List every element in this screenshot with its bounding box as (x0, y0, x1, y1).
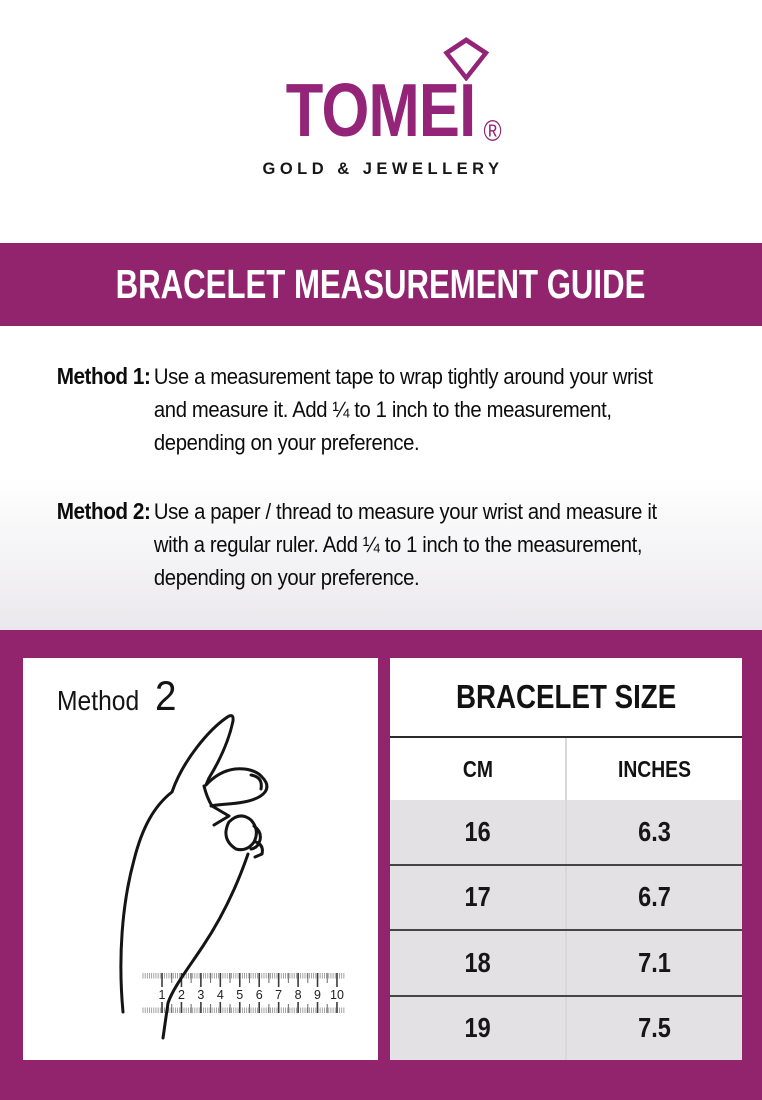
hand-and-ruler-illustration: 1 2 3 4 5 6 7 8 9 10 (119, 714, 345, 1040)
table-row: 16 6.3 (390, 800, 742, 864)
svg-text:5: 5 (236, 988, 243, 1002)
logo-lockup: TOMEI ® (286, 37, 502, 148)
svg-text:7: 7 (275, 988, 282, 1002)
svg-text:8: 8 (295, 988, 302, 1002)
method-1-instruction: Method 1: Use a measurement tape to wrap… (57, 360, 762, 459)
header: TOMEI ® GOLD & JEWELLERY (0, 0, 762, 243)
svg-text:4: 4 (217, 988, 224, 1002)
cell-cm: 16 (464, 815, 491, 847)
table-row: 19 7.5 (390, 994, 742, 1060)
brand-name: TOMEI (286, 68, 476, 152)
method-2-text: Use a paper / thread to measure your wri… (154, 495, 657, 594)
svg-text:10: 10 (330, 988, 344, 1002)
hand-illustration (119, 714, 269, 1040)
size-table-title-row: BRACELET SIZE (390, 658, 742, 738)
method-1-line-1: Use a measurement tape to wrap tightly a… (153, 364, 653, 389)
method-1-text: Use a measurement tape to wrap tightly a… (154, 360, 653, 459)
method-2-line-3: depending on your preference. (153, 565, 420, 590)
method-2-diagram-card: 1 2 3 4 5 6 7 8 9 10 Method 2 (23, 658, 378, 1060)
method-1-line-2: and measure it. Add ¼ to 1 inch to the m… (153, 397, 612, 422)
cell-cm: 17 (464, 881, 491, 913)
diagram-label: Method 2 (57, 672, 179, 720)
size-table-title: BRACELET SIZE (455, 678, 677, 715)
title-banner: BRACELET MEASUREMENT GUIDE (0, 243, 762, 326)
svg-text:1: 1 (159, 988, 166, 1002)
instructions-section: Method 1: Use a measurement tape to wrap… (0, 326, 762, 630)
svg-text:3: 3 (197, 988, 204, 1002)
cell-inches: 6.3 (565, 800, 742, 864)
column-header-cm: CM (462, 755, 493, 782)
bracelet-size-card: BRACELET SIZE CM INCHES 16 6.3 17 6.7 18… (390, 658, 742, 1060)
cell-inches: 6.7 (565, 865, 742, 929)
svg-text:9: 9 (314, 988, 321, 1002)
size-table-header-row: CM INCHES (390, 738, 742, 800)
svg-text:2: 2 (178, 988, 185, 1002)
cell-inches: 7.1 (565, 931, 742, 995)
method-2-label: Method 2: (56, 498, 151, 524)
table-row: 18 7.1 (390, 929, 742, 995)
table-row: 17 6.7 (390, 863, 742, 929)
page-title: BRACELET MEASUREMENT GUIDE (116, 261, 646, 307)
method-2-instruction: Method 2: Use a paper / thread to measur… (57, 495, 762, 594)
bottom-section: 1 2 3 4 5 6 7 8 9 10 Method 2 (0, 630, 762, 1100)
method-2-line-1: Use a paper / thread to measure your wri… (153, 499, 657, 524)
diamond-icon (443, 37, 490, 81)
method-1-label: Method 1: (56, 363, 151, 389)
column-header-inches: INCHES (565, 738, 742, 800)
brand-tagline: GOLD & JEWELLERY (262, 160, 504, 178)
ruler-graphic: 1 2 3 4 5 6 7 8 9 10 (142, 973, 345, 1013)
diagram-label-number: 2 (155, 672, 177, 719)
method-2-line-2: with a regular ruler. Add ¼ to 1 inch to… (153, 532, 643, 557)
cell-cm: 18 (464, 946, 491, 978)
diagram-label-word: Method (57, 685, 140, 716)
cell-inches: 7.5 (565, 996, 742, 1060)
tomei-logo: TOMEI ® GOLD & JEWELLERY (259, 37, 504, 179)
method-1-line-3: depending on your preference. (153, 430, 420, 455)
registered-trademark: ® (483, 115, 502, 148)
cell-cm: 19 (464, 1012, 491, 1044)
svg-text:6: 6 (256, 988, 263, 1002)
